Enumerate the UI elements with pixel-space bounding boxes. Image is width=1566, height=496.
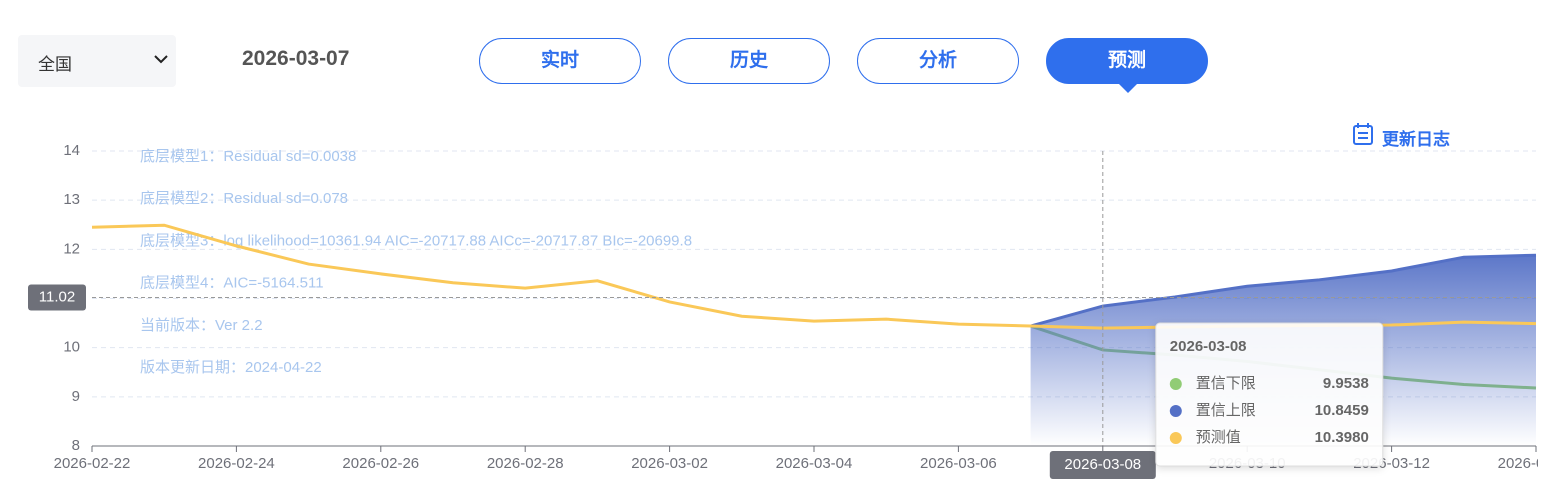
tab[interactable]: 实时 <box>479 38 641 84</box>
x-tick-label: 2026-02-24 <box>198 455 275 472</box>
x-tick-label: 2026-02-26 <box>342 455 419 472</box>
tab[interactable]: 历史 <box>668 38 830 84</box>
chevron-icon <box>154 55 168 64</box>
tooltip-dot <box>1169 432 1182 444</box>
annotation: 底层模型1：Residual sd=0.0038 <box>140 148 356 165</box>
annotation: 版本更新日期：2024-04-22 <box>140 359 322 376</box>
y-tick-label: 9 <box>72 388 80 405</box>
x-tick-label: 2026-02-22 <box>54 455 131 472</box>
tooltip-dot <box>1169 405 1182 417</box>
tooltip-value: 10.8459 <box>1315 402 1369 419</box>
tooltip-dot <box>1169 378 1182 390</box>
region-label: 全国 <box>38 55 72 74</box>
series-line <box>1030 253 1537 328</box>
y-tick-label: 8 <box>72 437 80 454</box>
tab[interactable]: 预测 <box>1046 38 1208 93</box>
tooltip-value: 10.3980 <box>1315 429 1369 446</box>
tooltip <box>1155 322 1384 467</box>
calendar-icon <box>1353 123 1373 145</box>
y-tick-label: 10 <box>63 339 80 356</box>
tooltip-name: 预测值 <box>1196 429 1241 446</box>
x-tick-label: 2026-03-14 <box>1498 455 1566 472</box>
crosshair-x-label: 2026-03-08 <box>1064 456 1141 473</box>
current-date: 2026-03-07 <box>242 47 350 70</box>
tooltip-title: 2026-03-08 <box>1170 338 1247 355</box>
y-tick-label: 12 <box>63 240 80 257</box>
crosshair-x-box <box>1049 451 1156 479</box>
tooltip-value: 9.9538 <box>1323 375 1369 392</box>
tooltip-name: 置信下限 <box>1196 375 1256 392</box>
y-tick-label: 14 <box>63 142 80 159</box>
annotation: 底层模型2：Residual sd=0.078 <box>140 190 348 207</box>
crosshair-y-box <box>28 284 86 311</box>
crosshair-y-label: 11.02 <box>39 288 75 305</box>
update-log-label: 更新日志 <box>1382 130 1450 149</box>
x-tick-label: 2026-03-06 <box>920 455 997 472</box>
region-select[interactable]: 全国 <box>18 35 176 87</box>
tab[interactable]: 分析 <box>857 38 1019 84</box>
annotation: 底层模型3：log likelihood=10361.94 AIC=-20717… <box>140 232 692 249</box>
x-tick-label: 2026-03-02 <box>631 455 708 472</box>
x-tick-label: 2026-03-04 <box>776 455 853 472</box>
y-tick-label: 13 <box>63 191 80 208</box>
annotation: 当前版本：Ver 2.2 <box>140 317 263 334</box>
tooltip-name: 置信上限 <box>1196 402 1256 419</box>
annotation: 底层模型4：AIC=-5164.511 <box>140 275 324 292</box>
x-tick-label: 2026-02-28 <box>487 455 564 472</box>
update-log-link[interactable]: 更新日志 <box>1352 122 1450 149</box>
